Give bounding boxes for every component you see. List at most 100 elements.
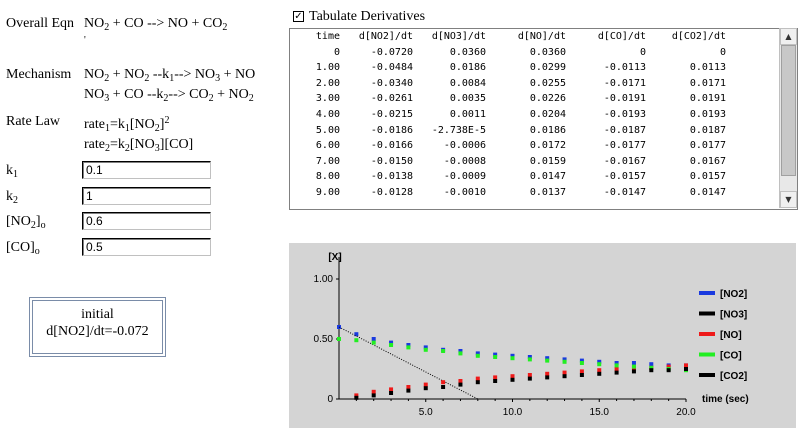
data-point-co [631,364,636,369]
table-cell: 7.00 [315,155,340,167]
table-cell: 0.0177 [689,140,726,152]
table-row: 9.00 -0.0128 -0.0010 0.0137 -0.0147 0.0147 [290,185,726,201]
data-point-no [371,389,376,394]
derivatives-grid: time d[NO2]/dt d[NO3]/dt d[NO]/dt d[CO]/dt d[… [290,29,726,201]
data-point-co [354,338,359,343]
data-point-no2 [545,356,550,361]
legend-label: [NO2] [720,289,747,300]
data-point-no2 [475,351,480,356]
data-point-no [493,375,498,380]
legend-swatch [699,373,715,377]
data-point-no2 [631,361,636,365]
table-cell: 1.00 [315,62,340,74]
scroll-up-icon[interactable]: ▲ [780,28,797,45]
derivatives-table[interactable]: time d[NO2]/dt d[NO3]/dt d[NO]/dt d[CO]/dt d[… [289,28,798,210]
data-point-co [562,359,567,364]
table-header-cell: d[NO]/dt [517,31,566,42]
table-cell: 0.0137 [529,186,566,198]
data-point-no [684,363,688,368]
data-point-no2 [423,345,428,350]
data-point-no2 [493,352,498,357]
table-cell: 2.00 [315,77,340,89]
data-point-no2 [649,362,654,367]
legend-swatch [699,332,715,336]
data-point-co2 [389,391,394,395]
table-cell: 5.00 [315,124,340,136]
table-row: 5.00 -0.0186 -2.738E-5 0.0186 -0.0187 0.0187 [290,123,726,139]
legend-label: [NO3] [720,310,747,321]
table-cell: -0.0150 [370,155,413,167]
k1-input[interactable]: 0.1 [82,161,211,179]
param-label-k2: k2 [6,189,18,206]
data-point-co2 [371,393,376,398]
data-point-no2 [371,337,376,341]
table-cell: 6.00 [315,140,340,152]
data-point-co2 [631,369,636,374]
table-cell: 0.0167 [689,155,726,167]
legend-swatch [699,291,715,295]
table-cell: -0.0484 [370,62,413,74]
legend-swatch [699,352,715,357]
no2-initial-input[interactable]: 0.6 [82,212,211,230]
legend-label: [CO] [720,351,742,362]
data-point-co2 [423,386,428,391]
x-axis-label: time (sec) [702,394,749,405]
table-cell: -0.0193 [603,108,646,120]
data-point-co [614,363,619,368]
data-point-no2 [458,349,463,353]
scroll-down-icon[interactable]: ▼ [780,191,797,208]
data-point-no2 [597,359,602,364]
data-point-co2 [493,379,498,383]
table-header-cell: d[NO3]/dt [431,31,486,42]
table-cell: 3.00 [315,93,340,105]
table-cell: 0.0360 [449,46,486,58]
data-point-no [510,374,515,379]
table-cell: 0.0204 [529,108,566,120]
tabulate-checkbox[interactable]: ✓ [293,11,304,22]
x-tick-label: 5.0 [419,407,433,418]
table-cell: 0.0157 [689,171,726,183]
data-point-co [389,343,394,347]
table-cell: 0.0084 [449,77,486,89]
table-cell: 0.0186 [449,62,486,74]
table-header-cell: d[NO2]/dt [358,31,413,42]
data-point-co2 [545,375,550,380]
data-point-no [441,380,446,385]
data-point-no2 [406,343,411,347]
data-point-no [579,369,584,374]
table-cell: 0.0147 [689,186,726,198]
scrollbar-thumb[interactable] [781,45,796,176]
data-point-co2 [406,388,411,393]
table-cell: -0.0138 [370,171,413,183]
table-row: 3.00 -0.0261 0.0035 0.0226 -0.0191 0.0191 [290,91,726,107]
y-axis-label: [X] [328,252,341,263]
data-point-co [527,357,532,362]
table-cell: -0.0186 [370,124,413,136]
data-point-co [493,355,498,359]
table-cell: -0.0261 [370,93,413,105]
co-initial-input[interactable]: 0.5 [82,238,211,256]
data-point-co [423,347,428,352]
data-point-no2 [389,340,394,345]
table-scrollbar[interactable]: ▲ ▼ [779,28,797,208]
table-cell: 0.0171 [689,77,726,89]
table-cell: -0.0113 [603,62,646,74]
mechanism-step-2: NO3 + CO --k2--> CO2 + NO2 [84,87,254,104]
k2-input[interactable]: 1 [82,187,211,205]
data-point-no [389,387,394,392]
table-cell: 0.0011 [449,108,486,120]
data-point-co [597,362,602,367]
table-cell: -0.0215 [370,108,413,120]
data-point-no [354,393,359,398]
x-tick-label: 10.0 [503,407,523,418]
table-cell: 8.00 [315,171,340,183]
y-tick-label: 1.00 [314,274,334,285]
legend-swatch [699,311,715,316]
data-point-co [458,351,463,356]
param-label-co-initial: [CO]o [6,240,40,257]
concentration-plot: 0 0.50 1.00 5.0 10.0 15.0 20.0 [X] time (sec) [NO… [289,243,796,428]
initial-rate-box: initial d[NO2]/dt=-0.072 [29,297,166,357]
table-header-row: time d[NO2]/dt d[NO3]/dt d[NO]/dt d[CO]/dt d[… [290,29,726,45]
data-point-no2 [579,358,584,363]
data-point-no [597,368,602,373]
